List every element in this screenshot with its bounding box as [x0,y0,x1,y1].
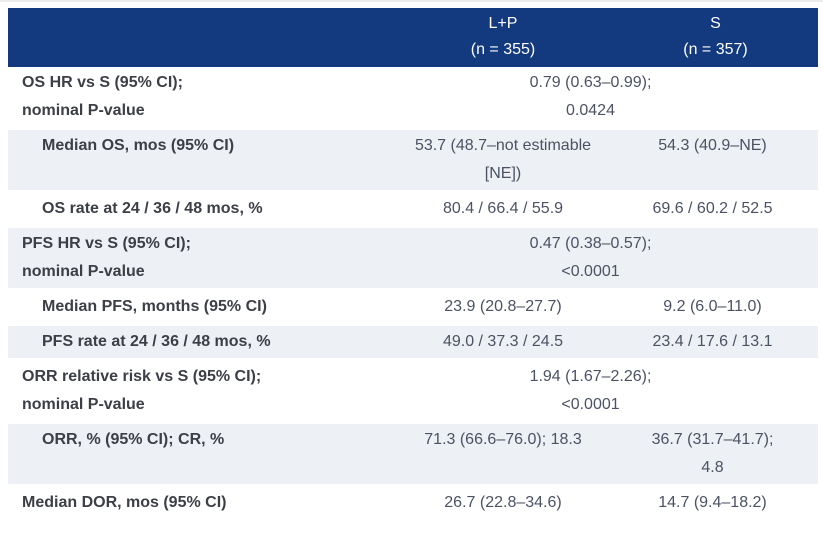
value-cell-s: 9.2 (6.0–11.0) [613,289,818,326]
value-cell-lp: 49.0 / 37.3 / 24.5 [393,324,613,361]
value-cell-span: 0.47 (0.38–0.57); <0.0001 [393,226,818,291]
table-row-os-rate: OS rate at 24 / 36 / 48 mos, % 80.4 / 66… [8,191,818,228]
row-label: Median DOR, mos (95% CI) [8,485,393,522]
table-row-median-pfs: Median PFS, months (95% CI) 23.9 (20.8–2… [8,289,818,326]
value-cell-s: 23.4 / 17.6 / 13.1 [613,324,818,361]
row-label: ORR relative risk vs S (95% CI); nominal… [8,359,393,424]
header-cell-empty [8,8,393,67]
value-cell-s: 36.7 (31.7–41.7); 4.8 [613,422,818,487]
value-cell-lp: 23.9 (20.8–27.7) [393,289,613,326]
row-label: PFS HR vs S (95% CI); nominal P-value [8,226,393,291]
row-label: OS rate at 24 / 36 / 48 mos, % [8,191,393,228]
value-cell-lp: 53.7 (48.7–not estimable [NE]) [393,128,613,193]
table-row-os-hr: OS HR vs S (95% CI); nominal P-value 0.7… [8,67,818,130]
table-row-orr-cr: ORR, % (95% CI); CR, % 71.3 (66.6–76.0);… [8,422,818,487]
value-cell-s: 54.3 (40.9–NE) [613,128,818,193]
value-cell-s: 14.7 (9.4–18.2) [613,485,818,522]
value-cell-s: 69.6 / 60.2 / 52.5 [613,191,818,228]
row-label: Median OS, mos (95% CI) [8,128,393,193]
table-row-median-os: Median OS, mos (95% CI) 53.7 (48.7–not e… [8,128,818,193]
table-header-row: L+P (n = 355) S (n = 357) [8,8,818,67]
table-row-pfs-hr: PFS HR vs S (95% CI); nominal P-value 0.… [8,226,818,291]
results-table: L+P (n = 355) S (n = 357) OS HR vs S (95… [8,8,818,522]
table-row-pfs-rate: PFS rate at 24 / 36 / 48 mos, % 49.0 / 3… [8,324,818,361]
header-cell-s: S (n = 357) [613,8,818,67]
row-label: PFS rate at 24 / 36 / 48 mos, % [8,324,393,361]
value-cell-lp: 71.3 (66.6–76.0); 18.3 [393,422,613,487]
value-cell-span: 0.79 (0.63–0.99); 0.0424 [393,67,818,130]
value-cell-span: 1.94 (1.67–2.26); <0.0001 [393,359,818,424]
value-cell-lp: 26.7 (22.8–34.6) [393,485,613,522]
table-row-median-dor: Median DOR, mos (95% CI) 26.7 (22.8–34.6… [8,485,818,522]
value-cell-lp: 80.4 / 66.4 / 55.9 [393,191,613,228]
table-row-orr-rr: ORR relative risk vs S (95% CI); nominal… [8,359,818,424]
row-label: Median PFS, months (95% CI) [8,289,393,326]
header-cell-lp: L+P (n = 355) [393,8,613,67]
row-label: ORR, % (95% CI); CR, % [8,422,393,487]
row-label: OS HR vs S (95% CI); nominal P-value [8,67,393,130]
